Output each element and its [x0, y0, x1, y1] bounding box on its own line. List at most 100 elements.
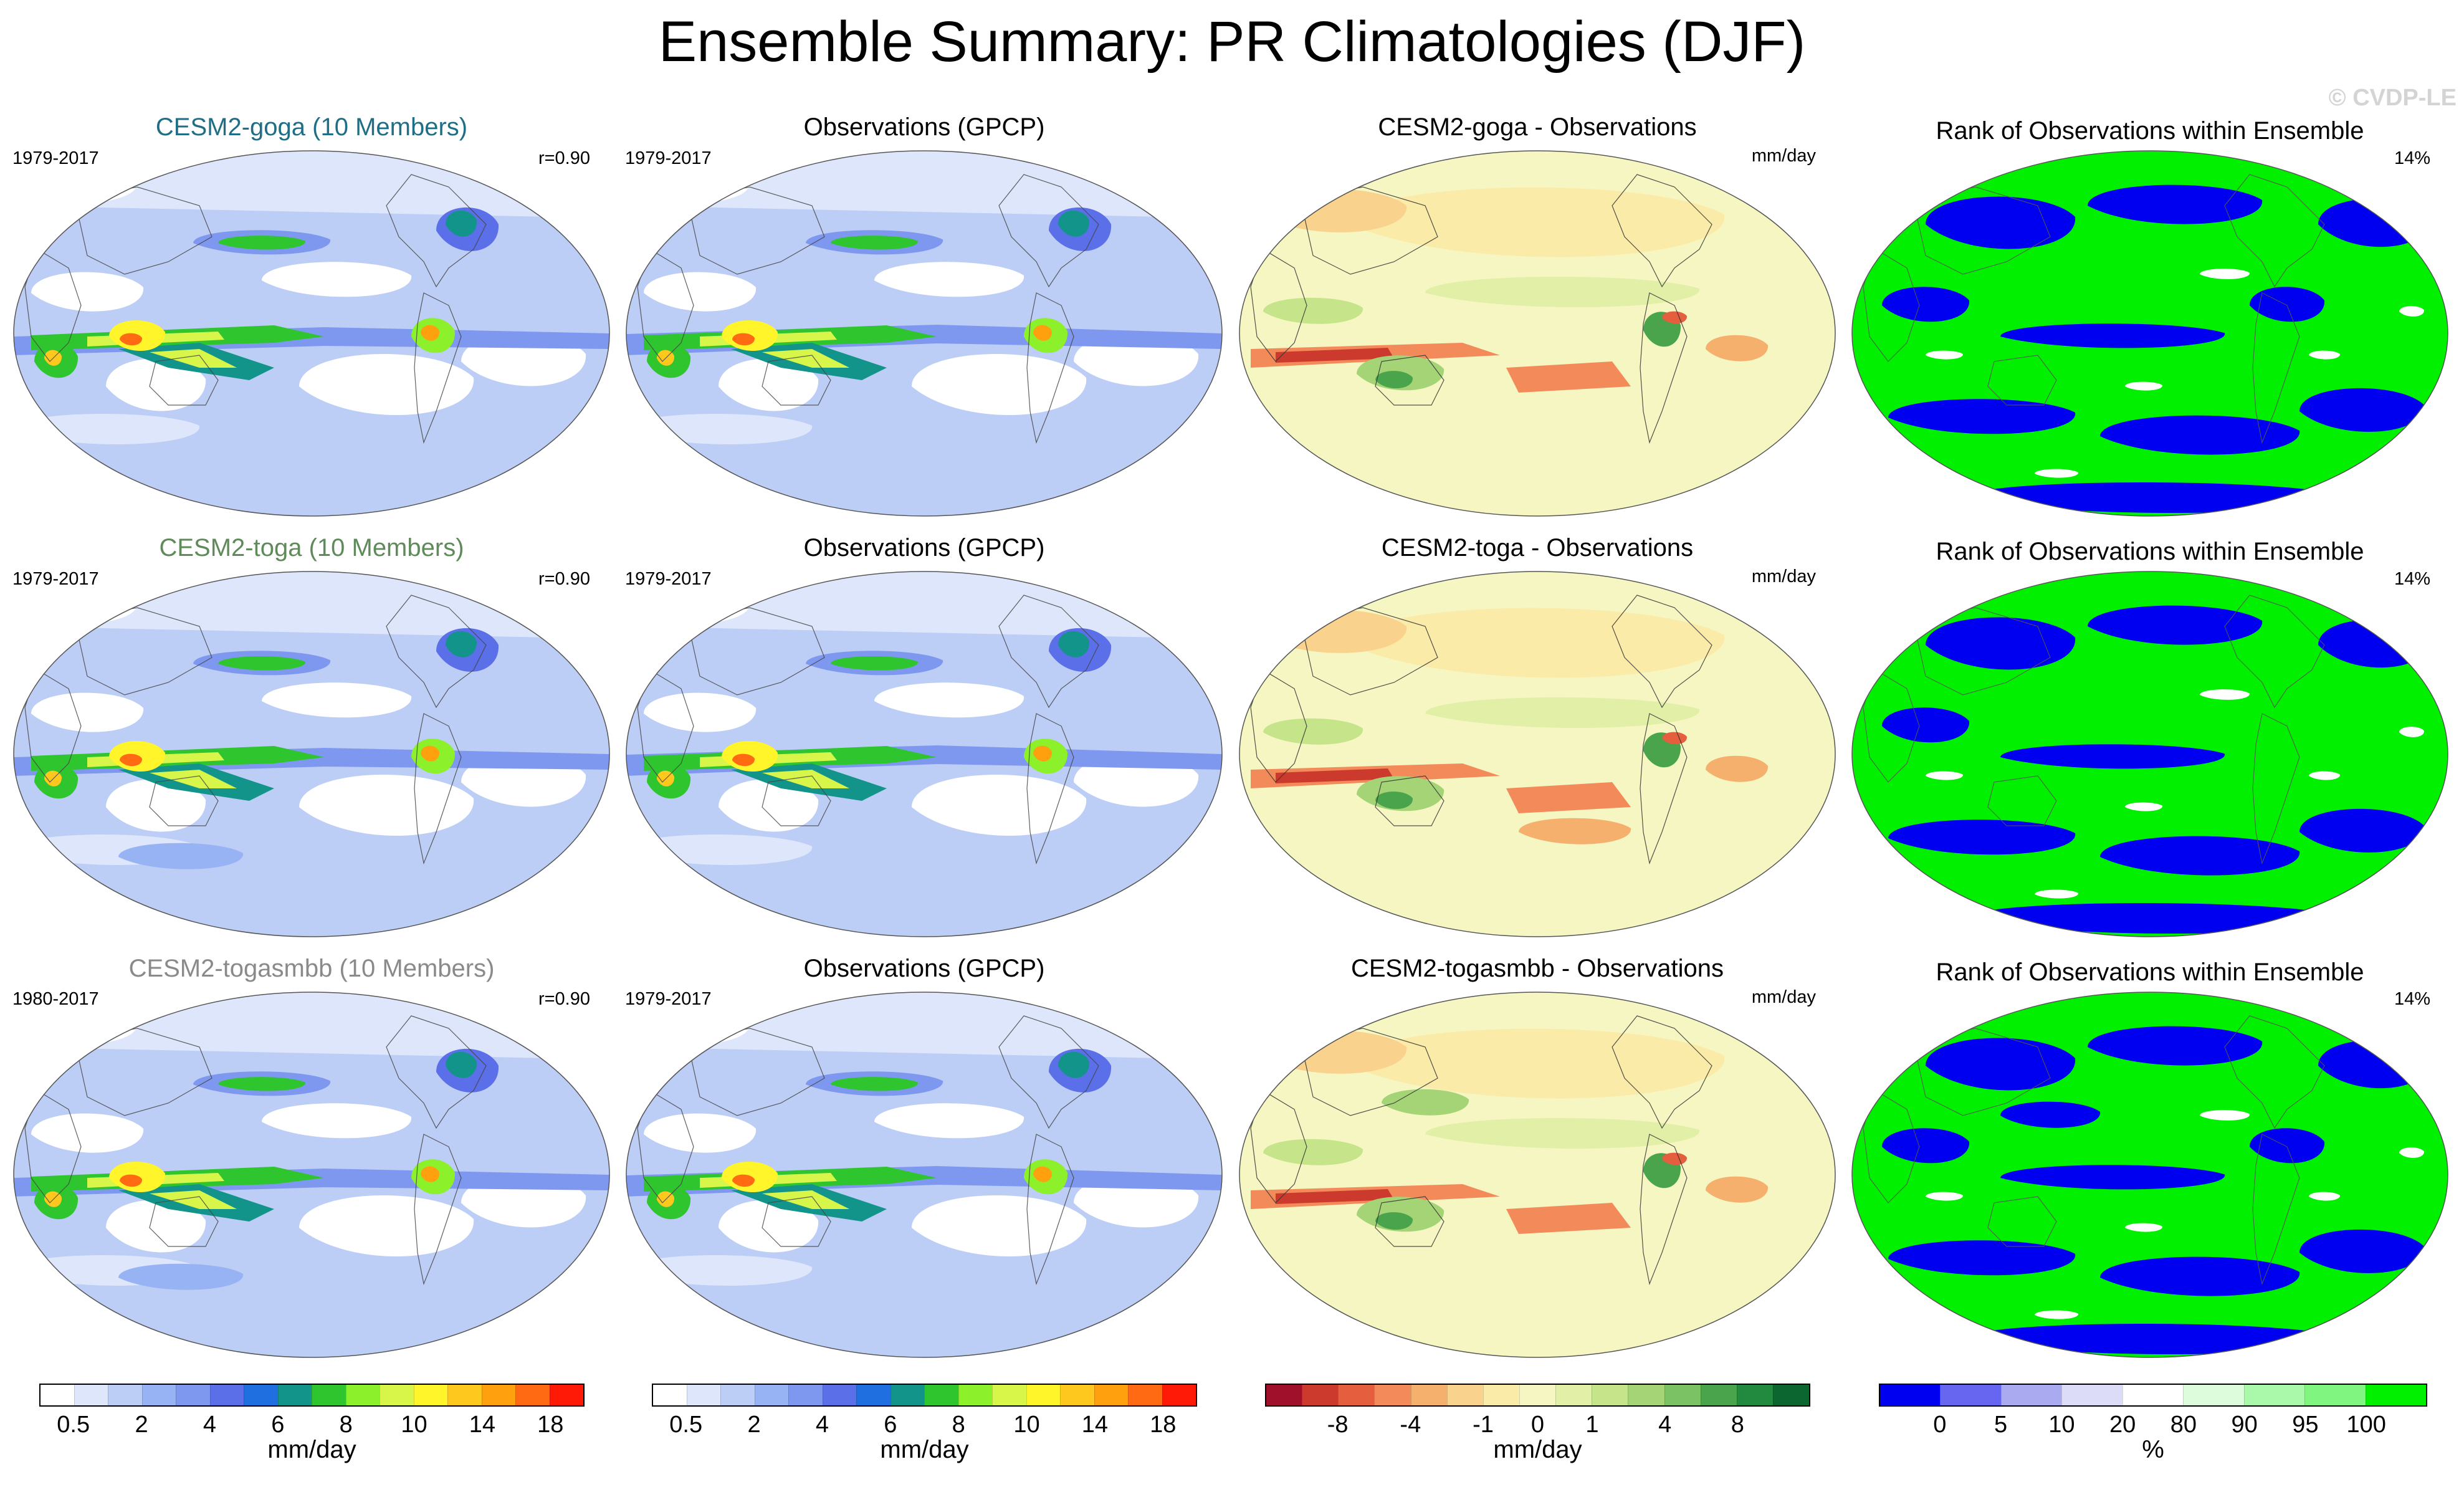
colorbar-swatch — [1266, 1385, 1302, 1405]
dry-zone — [31, 1113, 144, 1153]
colorbar-swatch — [2000, 1385, 2062, 1405]
map-outline — [1239, 571, 1836, 937]
colorbar-tick-label: 4 — [203, 1412, 217, 1438]
colorbar-swatch — [515, 1385, 550, 1405]
asia-outline — [74, 607, 212, 696]
figure-title: Ensemble Summary: PR Climatologies (DJF) — [658, 10, 1806, 74]
south-america-outline — [414, 292, 462, 444]
africa-outline — [637, 1090, 694, 1203]
colorbar-swatch — [890, 1385, 924, 1405]
colorbar-swatch — [924, 1385, 958, 1405]
colorbar-swatch — [380, 1385, 414, 1405]
australia-outline — [1987, 355, 2057, 406]
colorbar-swatch — [1410, 1385, 1447, 1405]
rank-low-region — [1963, 1324, 2337, 1355]
diff-north-pacific — [1350, 1028, 1725, 1099]
south-america-outline — [1640, 713, 1688, 865]
rank-low-region — [2000, 1165, 2225, 1190]
row2-diff-title: CESM2-toga - Observations — [1381, 534, 1694, 562]
colorbar-swatch — [1940, 1385, 2001, 1405]
row2-rank-map — [1851, 571, 2448, 937]
diff-atlantic-dry — [1706, 335, 1769, 361]
amazon-rain-peak — [421, 745, 440, 762]
asia-outline — [1912, 1028, 2051, 1116]
rank-low-region — [2299, 808, 2425, 853]
rank-mid-region — [2200, 689, 2250, 700]
colorbar-tick-label: -4 — [1400, 1412, 1421, 1438]
south-america-outline — [2252, 713, 2300, 865]
row2-obs-title: Observations (GPCP) — [803, 534, 1045, 562]
amazon-rain-peak — [421, 1166, 440, 1182]
southern-subtropics — [626, 414, 813, 444]
south-america-outline — [1640, 1134, 1688, 1286]
colorbar-tick-label: 18 — [1150, 1412, 1177, 1438]
rank-low-region — [1963, 482, 2337, 514]
dry-zone — [912, 775, 1087, 836]
warm-pool-peak — [120, 753, 143, 767]
map-outline — [1851, 150, 2448, 517]
diff-maritime-wet-core — [1375, 791, 1413, 810]
colorbar-tick-label: 18 — [537, 1412, 564, 1438]
dry-zone — [262, 1103, 412, 1139]
colorbar-swatch — [74, 1385, 108, 1405]
australia-outline — [149, 775, 219, 826]
colorbar-tick-label: 0 — [1933, 1412, 1947, 1438]
row3-model-title: CESM2-togasmbb (10 Members) — [128, 955, 495, 982]
dry-zone — [299, 354, 474, 416]
colorbar-tick-label: 80 — [2170, 1412, 2197, 1438]
map-outline — [1239, 992, 1836, 1358]
north-america-outline — [2224, 595, 2325, 709]
asia-outline — [687, 607, 825, 696]
diff-north-pacific — [1350, 608, 1725, 678]
diff-colorbar-labels: -8 -4 -1 0 1 4 8 — [1265, 1410, 1810, 1440]
rank-low-region — [1882, 287, 1970, 322]
rank-low-region — [1882, 707, 1970, 743]
dry-zone — [31, 272, 144, 312]
rank-mid-region — [2035, 889, 2079, 899]
north-america-outline — [998, 1015, 1099, 1129]
dry-zone — [31, 692, 144, 732]
rank-low-region — [1882, 1128, 1970, 1164]
asia-outline — [1912, 186, 2051, 275]
row2-rank-title: Rank of Observations within Ensemble — [1936, 538, 2364, 565]
rank-low-region — [2299, 1229, 2425, 1273]
north-america-outline — [2224, 174, 2325, 288]
colorbar-swatch — [447, 1385, 482, 1405]
amazon-rain-peak — [1033, 1166, 1053, 1182]
colorbar-swatch — [1026, 1385, 1060, 1405]
colorbar-swatch — [481, 1385, 515, 1405]
colorbar-swatch — [141, 1385, 176, 1405]
spcz-core — [150, 1190, 237, 1209]
precip-colorbar-2-unit: mm/day — [880, 1436, 969, 1463]
diff-indian-wet — [1263, 1139, 1363, 1165]
storm-track-core — [831, 1077, 919, 1091]
dry-zone — [912, 1195, 1087, 1257]
rank-low-region — [2000, 323, 2225, 348]
row1-diff-title: CESM2-goga - Observations — [1378, 113, 1697, 141]
colorbar-tick-label: 4 — [815, 1412, 829, 1438]
dry-zone — [299, 1195, 474, 1257]
dry-zone — [626, 589, 750, 624]
rank-mid-region — [2309, 350, 2341, 360]
south-america-outline — [1026, 292, 1074, 444]
row1-model-title: CESM2-goga (10 Members) — [155, 113, 468, 141]
colorbar-swatch — [1772, 1385, 1810, 1405]
southern-ocean-band — [14, 461, 609, 516]
colorbar-swatch — [1628, 1385, 1664, 1405]
amazon-rain-peak — [421, 325, 440, 341]
row2-rank-pct: 14% — [2394, 569, 2430, 589]
precip-colorbar-1-labels: 0.5 2 4 6 8 10 14 18 — [39, 1410, 585, 1440]
south-america-outline — [1640, 292, 1688, 444]
dry-zone — [262, 682, 412, 718]
australia-outline — [762, 1196, 831, 1247]
southern-ocean-band — [626, 461, 1222, 516]
africa-outline — [1863, 669, 1920, 783]
map-outline — [626, 150, 1223, 517]
australia-outline — [1987, 1196, 2057, 1247]
storm-track-core — [218, 656, 306, 671]
rank-low-region — [1888, 820, 2076, 855]
rank-mid-region — [2200, 1110, 2250, 1121]
row1-model-map — [13, 150, 610, 517]
colorbar-swatch — [1060, 1385, 1094, 1405]
map-outline — [1239, 150, 1836, 517]
